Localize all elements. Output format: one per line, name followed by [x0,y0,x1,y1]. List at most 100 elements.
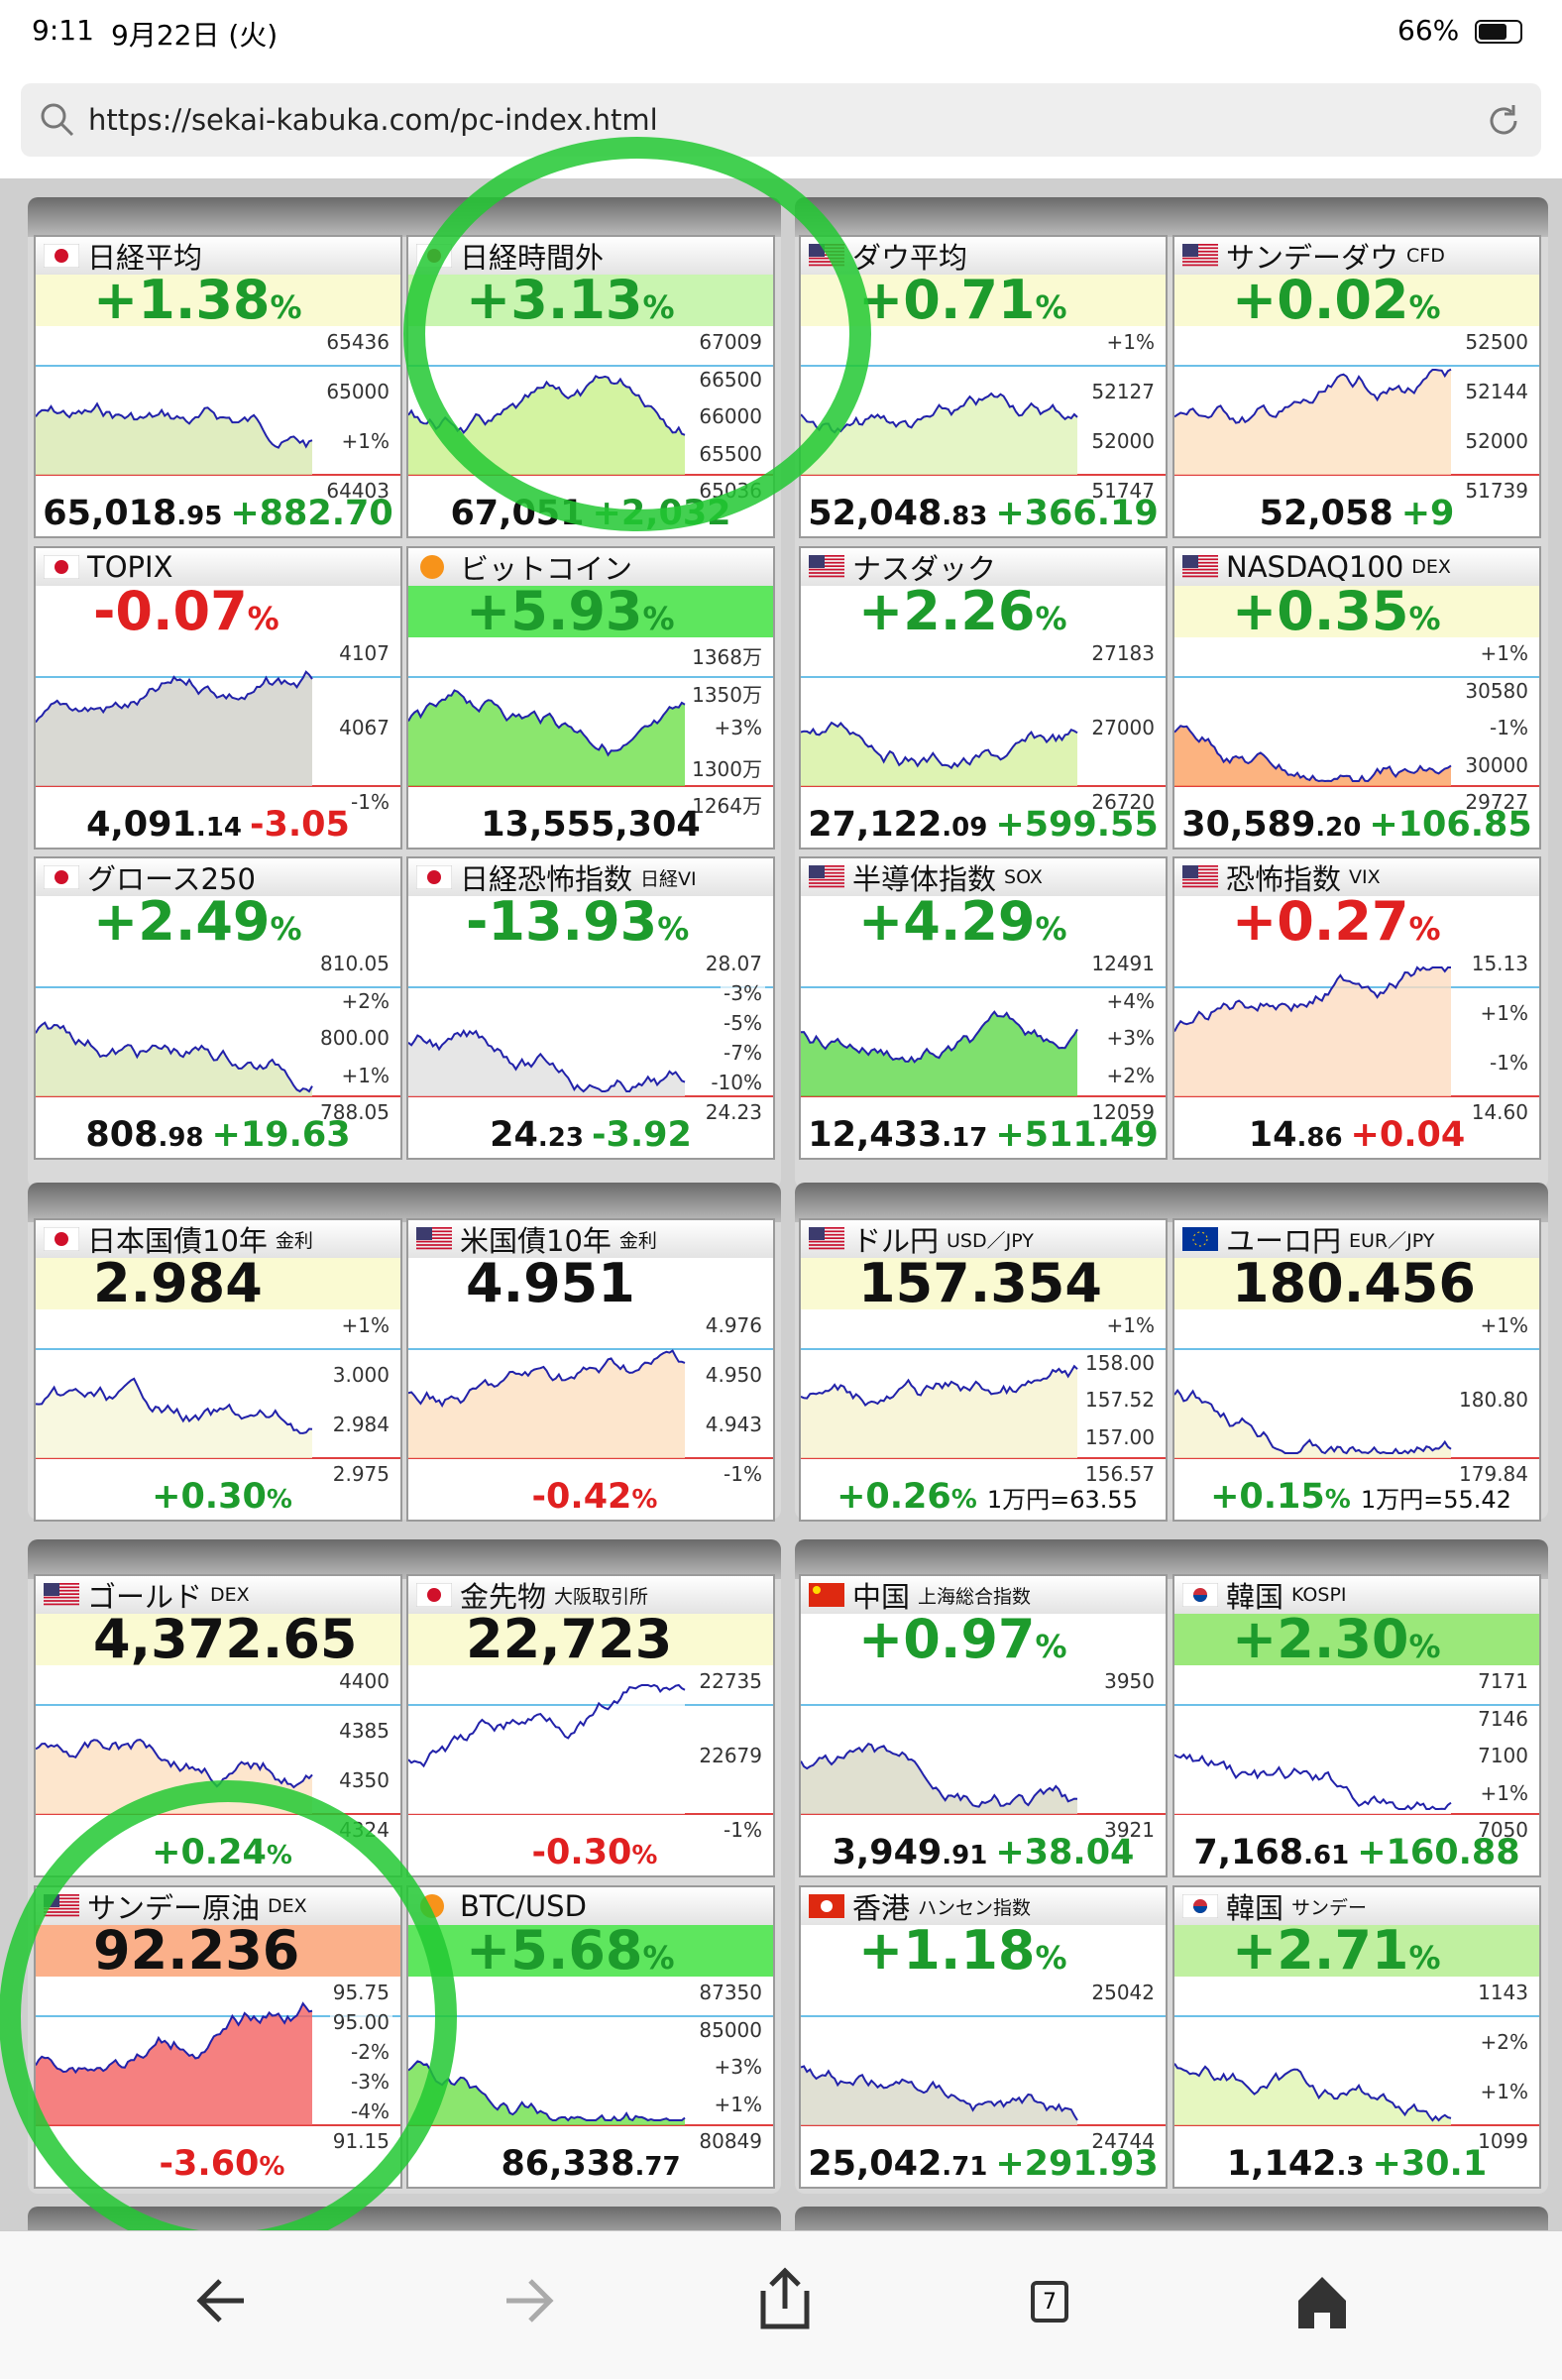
footer: +0.26% 1万円=63.55 [801,1472,1166,1520]
url-bar[interactable]: https://sekai-kabuka.com/pc-index.html [21,83,1541,157]
axis-label: -4% [348,2099,392,2123]
footer: 30,589.20 +106.85 [1174,800,1539,848]
panel-header [795,1183,1548,1222]
flag [809,1227,825,1240]
headline: +5.93% [408,585,773,638]
headline-unit: % [1035,910,1067,948]
share[interactable] [760,2267,810,2329]
flag [809,575,844,578]
flag [809,1227,844,1250]
decimals: .86 [1296,1123,1343,1153]
axis-label: 1099 [1475,2129,1531,2153]
flag [1182,257,1218,260]
flag [809,555,844,557]
tile: 半導体指数 SOX +4.29% 12491 +4% +3% +2% 12059 12,433.… [799,856,1168,1160]
home[interactable] [1298,2277,1346,2328]
axis-label: 65500 [696,441,765,466]
headline: 4,372.65 [36,1613,400,1666]
headline-value: 157.354 [858,1252,1102,1314]
flag [1192,1231,1208,1247]
axis-label: 51739 [1462,479,1531,503]
axis-label: 800.00 [317,1026,392,1050]
footer: 27,122.09 +599.55 [801,800,1166,848]
headline-value: +0.02 [1232,269,1409,331]
reload[interactable] [1484,101,1523,141]
change: -3.60 [159,2144,260,2184]
flag [427,1588,441,1602]
tile: サンデーダウ CFD +0.02% 52500 52144 52000 51739 52,05… [1172,235,1541,538]
flag [420,1894,444,1918]
tile: 韓国 KOSPI +2.30% 7171 7146 7100 +1% 7050 7,168.61… [1172,1574,1541,1877]
line [801,1010,1078,1064]
back[interactable] [196,2279,244,2323]
axis-label: 4385 [336,1719,392,1743]
axis-label: +1% [338,1063,392,1087]
decimals: .98 [158,1123,204,1153]
axis-label: -1% [348,790,392,814]
tile-tag: サンデー [1291,1896,1368,1919]
axis-label: 52127 [1088,380,1158,403]
flag [420,1894,444,1918]
panel-header [28,1183,781,1222]
headline-value: 4,372.65 [93,1608,358,1670]
change: +0.15 [1210,1477,1325,1517]
flag [44,1586,79,1589]
line [801,2065,1078,2121]
tile-name: 半導体指数 [852,862,997,896]
price: 30,589 [1181,805,1316,845]
headline-unit: % [270,288,302,326]
flag [809,572,844,574]
flag [809,257,844,260]
headline-value: +1.18 [858,1919,1036,1982]
flag [1182,555,1198,568]
flag [809,875,844,877]
change: +2,032 [592,494,731,533]
headline: +0.27% [1174,895,1539,949]
headline-value: +0.97 [858,1608,1036,1670]
forward[interactable] [506,2279,554,2323]
axis-label: -1% [1487,1051,1531,1075]
flag [1182,875,1218,877]
area [408,1350,685,1458]
area [1174,1755,1451,1814]
panel-header [795,1539,1548,1579]
axis-label: 85000 [696,2017,765,2042]
axis-label: 12491 [1088,952,1158,975]
axis-label: 52144 [1462,380,1531,403]
headline: 22,723 [408,1613,773,1666]
headline-value: +2.26 [858,580,1036,642]
price: 808 [85,1115,159,1155]
tile: ユーロ円 EUR／JPY 180.456 +1% 180.80 179.84 +0.15% 1… [1172,1218,1541,1522]
line [1174,2063,1452,2122]
line [408,1349,686,1408]
axis-label: 95.75 [329,1981,392,2004]
change-unit: % [259,2152,285,2182]
axis-label: 27000 [1088,716,1158,739]
tile-name: NASDAQ100 [1226,550,1404,584]
tile: ドル円 USD／JPY 157.354 +1% 158.00 157.52 157.00 15… [799,1218,1168,1522]
flag [44,1583,59,1596]
axis-label: 66500 [696,367,765,392]
tile-tag: 金利 [618,1229,657,1252]
headline-unit: % [642,1939,675,1977]
flag [809,882,844,884]
tabs[interactable] [1031,2281,1068,2323]
tab-count: 7 [1043,2290,1057,2315]
tile-header: 香港 ハンセン指数 [801,1887,1166,1925]
axis-label: 27183 [1088,641,1158,665]
headline-unit: % [1035,600,1067,637]
change: +30.1 [1372,2144,1488,2184]
tile: サンデー原油 DEX 92.236 95.75 95.00 -2% -3% -4% 91.15-… [34,1885,402,2189]
tile-header: TOPIX [36,548,400,586]
headline-value: 2.984 [93,1252,263,1314]
axis-label: -2% [348,2040,392,2064]
axis-label: 30580 [1462,678,1531,703]
axis-label: +1% [338,429,392,453]
headline-value: +5.93 [466,580,643,642]
note: 1万円=55.42 [1360,1486,1511,1514]
headline: +2.30% [1174,1613,1539,1666]
tile-name: サンデーダウ [1226,241,1399,275]
flag [809,865,844,888]
axis-label: -1% [1487,716,1531,739]
